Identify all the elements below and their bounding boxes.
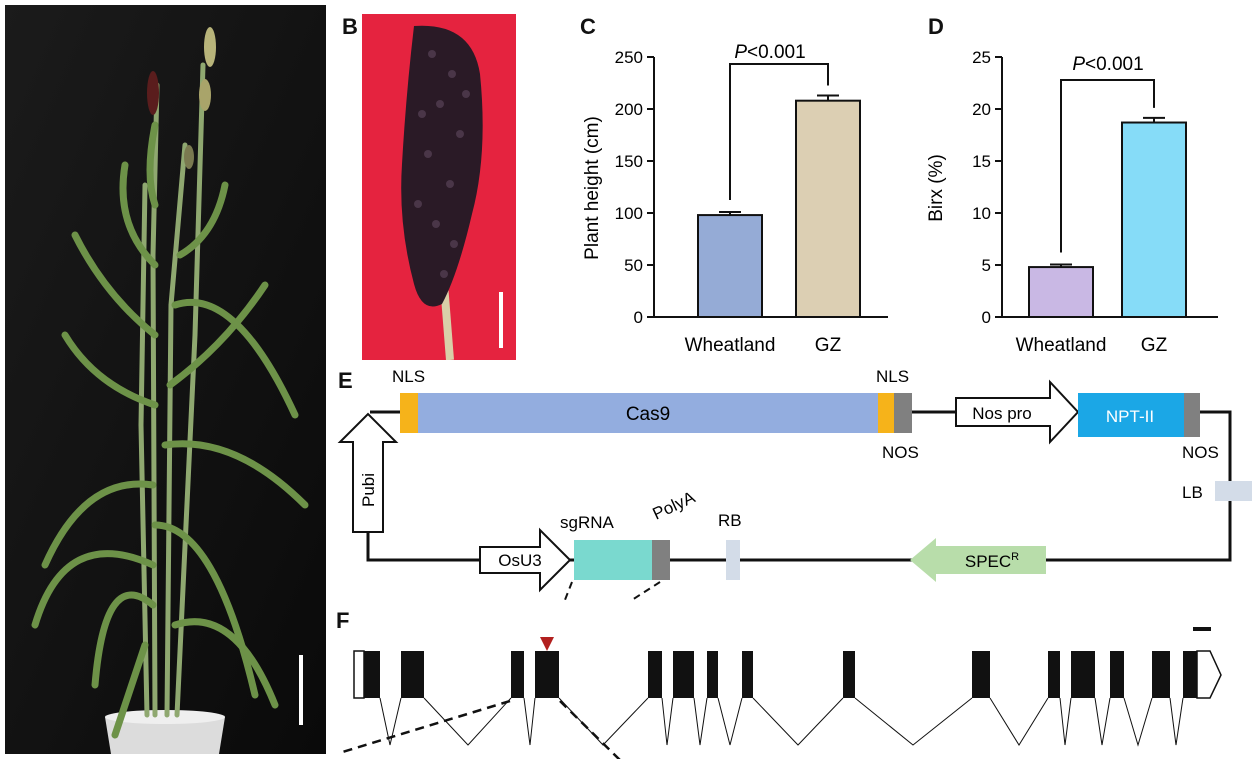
chart-c-ytick-label: 100: [615, 204, 643, 223]
chart-c-ylabel: Plant height (cm): [582, 116, 603, 260]
nos-terminator-1: [894, 393, 912, 433]
chart-d-ytick-label: 15: [972, 152, 991, 171]
chart-c-significance: P<0.001: [729, 42, 829, 200]
rb-block: [726, 540, 740, 580]
nos-terminator-2: [1184, 393, 1200, 437]
chart-d-significance-bracket: [1060, 79, 1155, 253]
chart-c-ytick-label: 150: [615, 152, 643, 171]
chart-d-category-label: Wheatland: [1016, 335, 1107, 356]
nls-left-block: [400, 393, 418, 433]
nos-label-2: NOS: [1182, 443, 1219, 462]
cas9-label: Cas9: [626, 404, 670, 425]
nls-right-block: [878, 393, 894, 433]
cas9-block: [418, 393, 878, 433]
chart-c-bars: [697, 94, 861, 319]
plant-height-chart: Plant height (cm) 0 50 100 150 200 250 Wheatl…: [582, 42, 888, 356]
rb-label: RB: [718, 511, 742, 530]
pubi-promoter-arrow: [337, 412, 399, 533]
panel-label-f: F: [336, 608, 350, 633]
chart-d-category-label: GZ: [1141, 335, 1168, 356]
chart-c-yaxis: 0 50 100 150 200 250: [615, 48, 655, 327]
utr-5-prime: [353, 650, 365, 699]
sgrna-block: [574, 540, 652, 580]
npt-ii-label: NPT-II: [1106, 407, 1154, 426]
chart-d-significance: P<0.001: [1060, 54, 1155, 253]
target-site-marker: [540, 637, 554, 651]
panel-label-d: D: [928, 14, 944, 39]
panel-label-c: C: [580, 14, 596, 39]
construct-backbone: [366, 410, 1232, 562]
lb-block: [1215, 481, 1252, 501]
chart-c-ytick-label: 0: [634, 308, 643, 327]
nos-label-1: NOS: [882, 443, 919, 462]
pubi-label: Pubi: [359, 473, 378, 507]
chart-c-category-label: Wheatland: [685, 335, 776, 356]
chart-c-ytick-label: 250: [615, 48, 643, 67]
exons: [364, 651, 1197, 698]
chart-d-pvalue: P<0.001: [1072, 54, 1143, 75]
chart-d-ytick-label: 10: [972, 204, 991, 223]
introns: [379, 697, 1184, 747]
chart-d-xlabels: Wheatland GZ: [1016, 335, 1168, 356]
osu3-promoter-arrow: [479, 527, 572, 593]
sorghum-plant-photo: [5, 5, 326, 754]
spec-resistance-arrow: [910, 538, 1046, 582]
sorghum-panicle-photo: [362, 14, 516, 360]
panel-label-b: B: [342, 14, 358, 39]
sgrna-label: sgRNA: [560, 513, 615, 532]
crispr-construct-diagram: Cas9 NLS NLS NOS Nos pro NPT-II NOS LB P…: [337, 367, 1252, 600]
chart-d-ytick-label: 25: [972, 48, 991, 67]
osu3-label: OsU3: [498, 551, 541, 570]
chart-c-pvalue: P<0.001: [734, 42, 805, 63]
nos-promoter-arrow: [955, 379, 1080, 445]
chart-c-ytick-label: 200: [615, 100, 643, 119]
chart-c-category-label: GZ: [815, 335, 842, 356]
spec-label: SPECR: [965, 551, 1019, 571]
chart-c-xlabels: Wheatland GZ: [685, 335, 842, 356]
gene-structure-diagram: [340, 627, 1222, 759]
lb-label: LB: [1182, 483, 1203, 502]
npt-ii-block: [1078, 393, 1184, 437]
gene-scale-bar: [1193, 627, 1211, 631]
chart-d-bar: [1028, 266, 1094, 318]
chart-c-bar: [697, 214, 763, 318]
chart-c-bar: [795, 99, 861, 319]
chart-d-bar: [1121, 121, 1187, 318]
chart-d-bars: [1028, 116, 1187, 318]
chart-c-ytick-label: 50: [624, 256, 643, 275]
chart-c-significance-bracket: [729, 63, 829, 200]
chart-d-ytick-label: 20: [972, 100, 991, 119]
chart-d-ytick-label: 0: [982, 308, 991, 327]
polya-block: [652, 540, 670, 580]
chart-d-ytick-label: 5: [982, 256, 991, 275]
brix-chart: Birx (%) 0 5 10 15 20 25 Wheatland GZ P<0.001: [926, 48, 1218, 356]
nls-right-label: NLS: [876, 367, 909, 386]
plant-illustration: [5, 5, 326, 754]
panel-label-e: E: [338, 368, 353, 393]
nls-left-label: NLS: [392, 367, 425, 386]
chart-d-yaxis: 0 5 10 15 20 25: [972, 48, 1003, 327]
panicle-illustration: [362, 14, 516, 360]
nos-pro-label: Nos pro: [972, 404, 1032, 423]
utr-3-prime: [1196, 650, 1222, 699]
polya-label: PolyA: [650, 487, 699, 523]
chart-d-ylabel: Birx (%): [926, 154, 947, 222]
